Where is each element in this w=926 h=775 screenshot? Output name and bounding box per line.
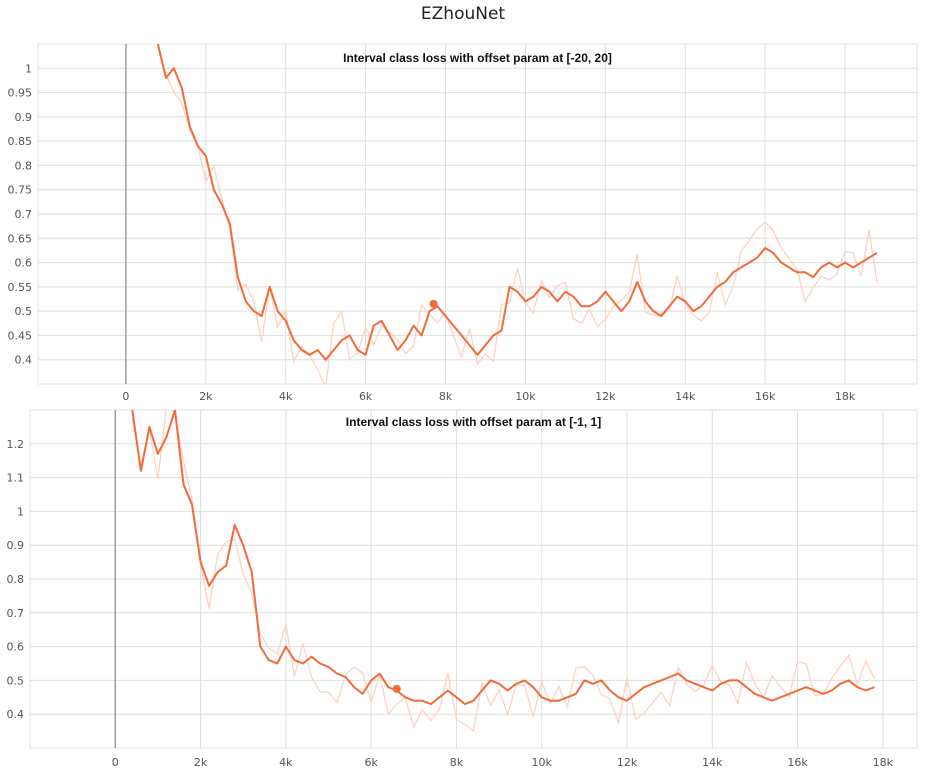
x-tick-label: 10k bbox=[515, 390, 536, 403]
x-tick-label: 6k bbox=[359, 390, 373, 403]
y-tick-label: 1 bbox=[25, 62, 32, 75]
x-tick-label: 4k bbox=[279, 390, 293, 403]
x-tick-label: 12k bbox=[617, 756, 638, 769]
y-tick-label: 0.8 bbox=[15, 159, 33, 172]
x-tick-label: 2k bbox=[194, 756, 208, 769]
x-tick-label: 0 bbox=[122, 390, 129, 403]
hover-marker bbox=[392, 684, 401, 693]
x-tick-label: 6k bbox=[364, 756, 378, 769]
y-tick-label: 0.7 bbox=[7, 607, 25, 620]
y-tick-label: 0.5 bbox=[15, 305, 33, 318]
y-tick-label: 0.4 bbox=[7, 708, 25, 721]
y-tick-label: 1 bbox=[17, 505, 24, 518]
raw-series-line bbox=[157, 44, 878, 384]
x-tick-label: 2k bbox=[199, 390, 213, 403]
y-tick-label: 0.75 bbox=[8, 184, 33, 197]
y-tick-label: 0.6 bbox=[15, 257, 33, 270]
y-tick-label: 0.55 bbox=[8, 281, 33, 294]
chart-top: 0.4 0.45 0.5 0.55 0.6 0.65 0.7 0.75 0.8 0.85 0.9 0.… bbox=[8, 43, 918, 403]
x-tick-label: 16k bbox=[755, 390, 776, 403]
y-tick-label: 0.45 bbox=[8, 329, 33, 342]
x-tick-label: 18k bbox=[873, 756, 894, 769]
raw-series-line bbox=[131, 410, 875, 733]
chart-title: Interval class loss with offset param at… bbox=[343, 51, 612, 65]
y-tick-label: 0.8 bbox=[7, 573, 25, 586]
figure-title: EZhouNet bbox=[420, 4, 506, 24]
y-tick-label: 0.4 bbox=[15, 354, 33, 367]
y-tick-label: 1.2 bbox=[7, 438, 25, 451]
y-tick-label: 0.85 bbox=[8, 135, 33, 148]
x-tick-label: 10k bbox=[532, 756, 553, 769]
x-tick-label: 14k bbox=[702, 756, 723, 769]
y-tick-label: 0.9 bbox=[7, 539, 25, 552]
y-tick-label: 0.7 bbox=[15, 208, 33, 221]
smoothed-series-line bbox=[131, 410, 875, 706]
x-tick-label: 16k bbox=[787, 756, 808, 769]
chart-title: Interval class loss with offset param at… bbox=[346, 415, 601, 429]
y-tick-label: 0.95 bbox=[8, 87, 33, 100]
y-tick-label: 0.9 bbox=[15, 111, 33, 124]
x-tick-label: 8k bbox=[450, 756, 464, 769]
x-tick-label: 12k bbox=[595, 390, 616, 403]
y-tick-label: 0.5 bbox=[7, 674, 25, 687]
x-tick-label: 14k bbox=[675, 390, 696, 403]
y-tick-label: 1.1 bbox=[7, 472, 25, 485]
chart-bottom: 0.4 0.5 0.6 0.7 0.8 0.9 1 1.1 1.2 0 2k 4k 6k 8k 10k 12k… bbox=[7, 409, 918, 769]
x-tick-label: 0 bbox=[112, 756, 119, 769]
y-tick-label: 0.65 bbox=[8, 232, 33, 245]
x-tick-label: 18k bbox=[835, 390, 856, 403]
y-tick-label: 0.6 bbox=[7, 641, 25, 654]
x-tick-label: 4k bbox=[279, 756, 293, 769]
x-tick-label: 8k bbox=[439, 390, 453, 403]
smoothed-series-line bbox=[156, 44, 878, 361]
hover-marker bbox=[429, 299, 438, 308]
